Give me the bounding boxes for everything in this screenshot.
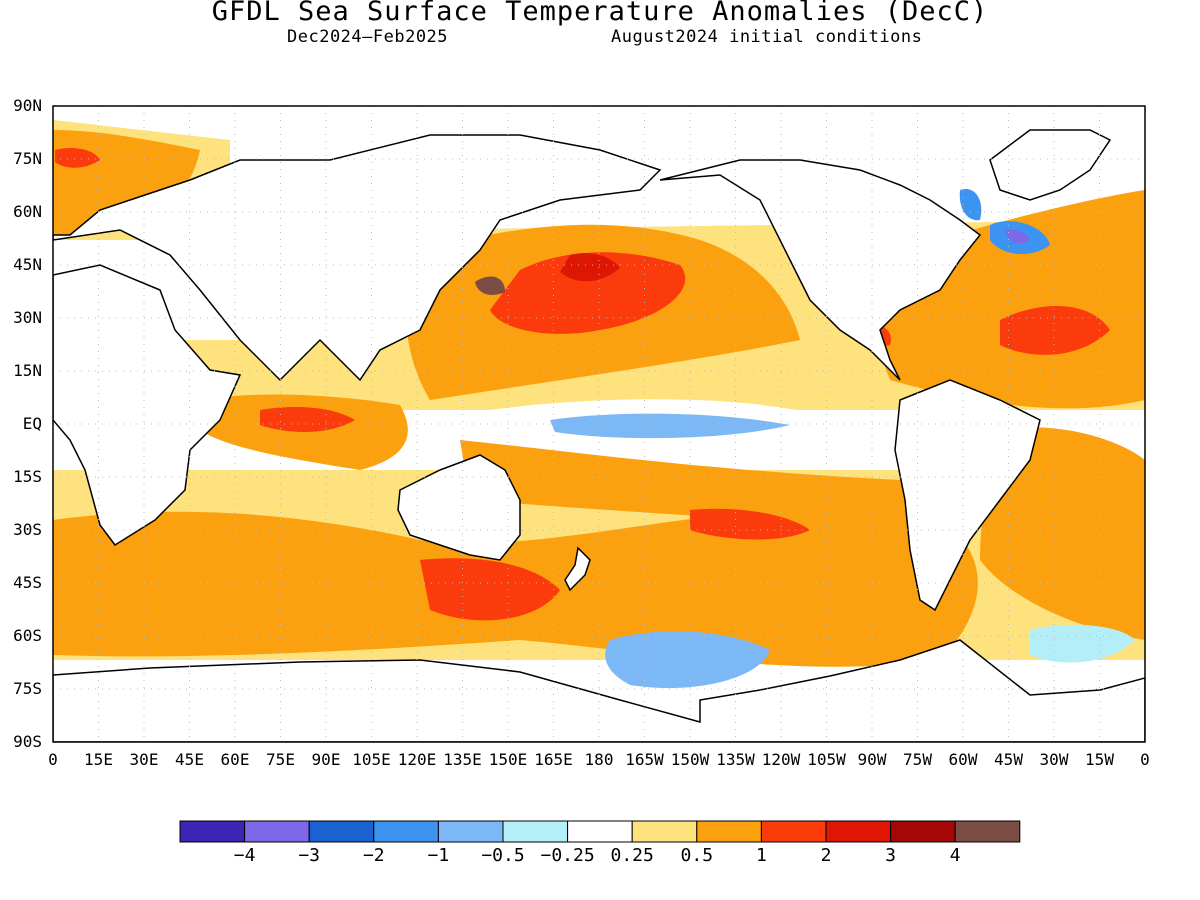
- new-zealand-outline: [564, 546, 591, 592]
- legend-swatch: [696, 820, 762, 843]
- lat-label: 45N: [13, 255, 42, 274]
- legend-label: −0.25: [540, 845, 595, 866]
- southern-indian-hot: [420, 558, 560, 621]
- cool-regions: [487, 189, 1135, 689]
- lon-label: 90W: [857, 750, 887, 769]
- lat-label: 75N: [13, 149, 42, 168]
- legend-swatch: [373, 820, 439, 843]
- lat-label: 60S: [13, 626, 42, 645]
- legend-label: −3: [298, 845, 321, 866]
- lat-label: 60N: [13, 202, 42, 221]
- south-pacific-warm: [460, 440, 920, 530]
- lat-label: EQ: [22, 414, 42, 433]
- legend-swatch: [179, 820, 246, 843]
- australia-outline: [397, 454, 521, 561]
- lon-label: 60E: [220, 750, 250, 769]
- lat-label: 90S: [13, 732, 42, 751]
- legend-label: 2: [820, 845, 832, 866]
- legend-swatch: [890, 820, 956, 843]
- nino-cool-tongue: [550, 413, 790, 439]
- lon-label: 75W: [903, 750, 932, 769]
- legend-label: −4: [233, 845, 256, 866]
- warm-strong-regions: [55, 148, 1110, 621]
- legend-swatch: [567, 820, 633, 843]
- weddell-cool: [1030, 624, 1135, 663]
- labrador-strong-cool: [1005, 229, 1030, 244]
- lon-label: 15E: [84, 750, 113, 769]
- legend-swatch: [631, 820, 698, 843]
- south-atlantic-warm: [980, 427, 1145, 640]
- legend-swatch: [308, 820, 375, 843]
- legend-swatch: [760, 820, 827, 843]
- north-america-outline: [659, 159, 982, 381]
- color-legend: [179, 820, 1021, 843]
- lon-label: 150W: [670, 750, 710, 769]
- anomaly-field: [53, 120, 1145, 689]
- lon-label: 135W: [716, 750, 755, 769]
- legend-swatch: [502, 820, 569, 843]
- grid-lines: [53, 106, 1145, 742]
- forecast-period: Dec2024–Feb2025: [287, 27, 449, 47]
- legend-label: 3: [885, 845, 897, 866]
- legend-swatch: [437, 820, 504, 843]
- antarctica-outline: [53, 639, 1145, 742]
- legend-swatch: [954, 820, 1021, 843]
- lon-label: 165W: [625, 750, 664, 769]
- lat-label: 75S: [13, 679, 42, 698]
- legend-label: 0.25: [610, 845, 654, 866]
- south-pacific-hot: [690, 508, 810, 540]
- africa-outline: [53, 264, 242, 547]
- lon-label: 15W: [1085, 750, 1114, 769]
- lon-label: 0: [1140, 750, 1150, 769]
- legend-label: −0.5: [481, 845, 525, 866]
- lat-label: 30S: [13, 520, 42, 539]
- lon-label: 105E: [352, 750, 391, 769]
- lon-label: 30E: [129, 750, 159, 769]
- legend-swatch: [244, 820, 310, 843]
- greenland-outline: [989, 129, 1112, 201]
- lat-label: 15S: [13, 467, 42, 486]
- lon-label: 180: [584, 750, 614, 769]
- lon-label: 105W: [807, 750, 846, 769]
- lon-label: 135E: [443, 750, 482, 769]
- lon-label: 120W: [761, 750, 801, 769]
- lon-label: 60W: [948, 750, 978, 769]
- legend-swatch: [825, 820, 892, 843]
- plot-frame: [52, 105, 1146, 743]
- eurasia-outline: [53, 134, 662, 382]
- lat-label: 90N: [13, 96, 42, 115]
- lon-label: 90E: [311, 750, 341, 769]
- japan-extreme: [475, 276, 505, 295]
- lon-label: 150E: [488, 750, 528, 769]
- initial-conditions: August2024 initial conditions: [611, 27, 923, 47]
- warm-regions: [53, 130, 1145, 667]
- lat-label: 45S: [13, 573, 42, 592]
- lon-label: 45W: [994, 750, 1023, 769]
- lon-label: 30W: [1039, 750, 1069, 769]
- southern-pacific-cool: [605, 631, 770, 689]
- davis-strait-cool: [959, 189, 982, 221]
- legend-label: 4: [949, 845, 961, 866]
- lon-label: 75E: [266, 750, 295, 769]
- south-america-outline: [894, 379, 1041, 612]
- indian-ocean-warm: [200, 394, 408, 470]
- barents-hot: [55, 148, 100, 168]
- lon-label: 0: [48, 750, 58, 769]
- indian-ocean-hot: [260, 407, 355, 432]
- lon-label: 165E: [534, 750, 573, 769]
- legend-label: 1: [755, 845, 767, 866]
- lat-label: 15N: [13, 361, 42, 380]
- legend-label: 0.5: [680, 845, 714, 866]
- map-title: GFDL Sea Surface Temperature Anomalies (…: [211, 0, 989, 27]
- lon-label: 120E: [397, 750, 437, 769]
- kuroshio-core: [560, 253, 620, 282]
- lon-label: 45E: [175, 750, 204, 769]
- kuroshio-extension-hot: [490, 252, 686, 334]
- continents: [53, 129, 1145, 742]
- legend-label: −2: [362, 845, 385, 866]
- legend-label: −1: [427, 845, 450, 866]
- lat-label: 30N: [13, 308, 42, 327]
